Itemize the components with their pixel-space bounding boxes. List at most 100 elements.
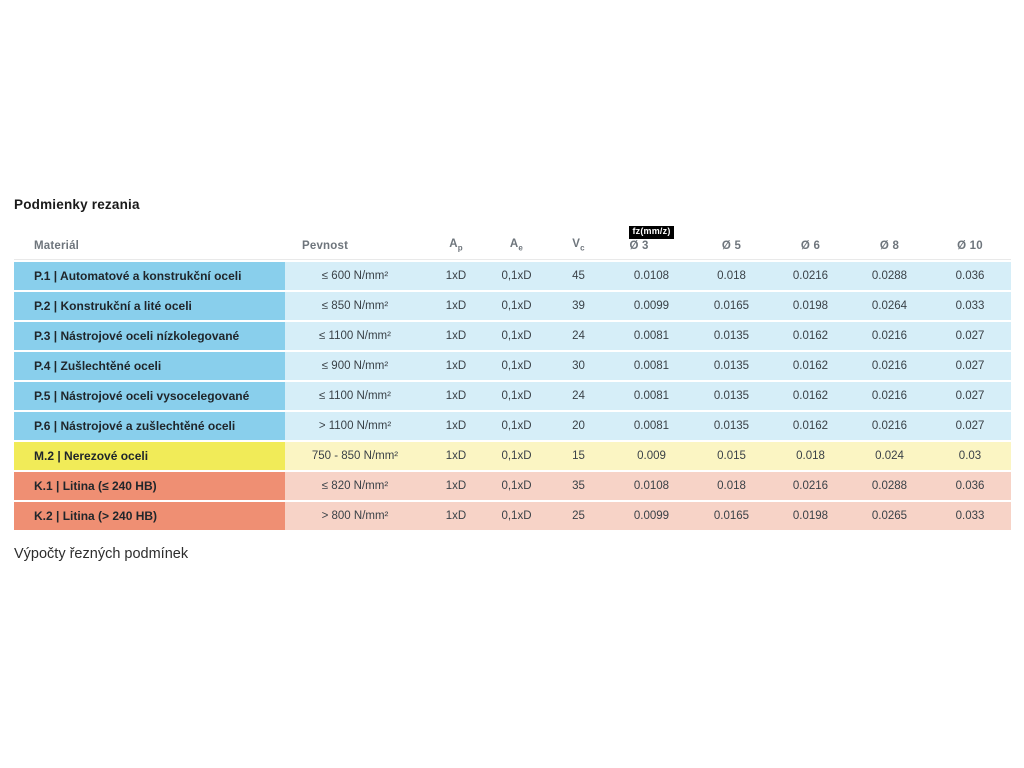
fz-d10-cell: 0.027 [929,322,1011,350]
fz-d10-cell: 0.033 [929,292,1011,320]
fz-d3-cell: 0.0081 [611,322,692,350]
pevnost-cell: > 1100 N/mm² [285,412,425,440]
material-cell: M.2 | Nerezové oceli [14,442,285,470]
ae-cell: 0,1xD [487,502,546,530]
ap-cell: 1xD [425,292,487,320]
fz-d10-cell: 0.027 [929,382,1011,410]
material-cell: P.2 | Konstrukční a lité oceli [14,292,285,320]
column-header-2: Ap [425,238,487,259]
fz-d6-cell: 0.0216 [771,472,850,500]
fz-d5-cell: 0.018 [692,262,771,290]
table-row: M.2 | Nerezové oceli 750 - 850 N/mm² 1xD 0,… [14,442,1011,470]
material-cell: K.1 | Litina (≤ 240 HB) [14,472,285,500]
page-title: Podmienky rezania [14,197,140,212]
pevnost-cell: ≤ 1100 N/mm² [285,322,425,350]
ae-cell: 0,1xD [487,472,546,500]
vc-cell: 35 [546,472,611,500]
fz-d5-cell: 0.018 [692,472,771,500]
fz-d10-cell: 0.03 [929,442,1011,470]
column-header-8: Ø 8 [850,240,929,259]
table-row: P.1 | Automatové a konstrukční oceli ≤ 60… [14,262,1011,290]
table-row: P.6 | Nástrojové a zušlechtěné oceli > 11… [14,412,1011,440]
pevnost-cell: ≤ 850 N/mm² [285,292,425,320]
ap-cell: 1xD [425,352,487,380]
column-header-1: Pevnost [285,240,425,259]
fz-d6-cell: 0.0162 [771,382,850,410]
column-header-9: Ø 10 [929,240,1011,259]
fz-d8-cell: 0.0288 [850,472,929,500]
fz-d5-cell: 0.0135 [692,382,771,410]
cutting-conditions-calculations-label: Výpočty řezných podmínek [14,546,189,562]
fz-d8-cell: 0.024 [850,442,929,470]
fz-d3-cell: 0.0099 [611,502,692,530]
table-row: P.2 | Konstrukční a lité oceli ≤ 850 N/mm… [14,292,1011,320]
table-row: K.1 | Litina (≤ 240 HB) ≤ 820 N/mm² 1xD 0,1… [14,472,1011,500]
fz-d6-cell: 0.018 [771,442,850,470]
ap-cell: 1xD [425,412,487,440]
vc-cell: 24 [546,322,611,350]
column-header-label: Ae [509,237,524,252]
fz-d3-cell: 0.009 [611,442,692,470]
column-header-label: Pevnost [302,240,349,252]
ap-cell: 1xD [425,322,487,350]
fz-d5-cell: 0.0165 [692,502,771,530]
column-header-label: Vc [572,237,585,252]
table-row: P.5 | Nástrojové oceli vysocelegované ≤ 1… [14,382,1011,410]
ae-cell: 0,1xD [487,382,546,410]
fz-d6-cell: 0.0198 [771,502,850,530]
column-header-label: Ap [449,237,463,252]
material-cell: P.6 | Nástrojové a zušlechtěné oceli [14,412,285,440]
vc-cell: 45 [546,262,611,290]
material-cell: P.4 | Zušlechtěné oceli [14,352,285,380]
fz-d8-cell: 0.0216 [850,382,929,410]
ae-cell: 0,1xD [487,352,546,380]
fz-d10-cell: 0.027 [929,412,1011,440]
table-body: P.1 | Automatové a konstrukční oceli ≤ 60… [14,260,1011,530]
ae-cell: 0,1xD [487,322,546,350]
fz-d3-cell: 0.0108 [611,472,692,500]
fz-d5-cell: 0.015 [692,442,771,470]
ap-cell: 1xD [425,382,487,410]
fz-d3-cell: 0.0108 [611,262,692,290]
table-row: P.3 | Nástrojové oceli nízkolegované ≤ 11… [14,322,1011,350]
fz-d3-cell: 0.0081 [611,352,692,380]
vc-cell: 25 [546,502,611,530]
fz-d8-cell: 0.0265 [850,502,929,530]
pevnost-cell: > 800 N/mm² [285,502,425,530]
fz-d8-cell: 0.0216 [850,322,929,350]
column-header-label: Ø 3 [629,240,649,252]
fz-d3-cell: 0.0081 [611,412,692,440]
fz-d10-cell: 0.036 [929,472,1011,500]
fz-d3-cell: 0.0099 [611,292,692,320]
cutting-conditions-table: Materiál Pevnost Ap Ae Vc fz(mm/z) Ø 3 Ø 5 Ø 6 Ø … [14,224,1011,532]
pevnost-cell: ≤ 820 N/mm² [285,472,425,500]
fz-d8-cell: 0.0288 [850,262,929,290]
ae-cell: 0,1xD [487,262,546,290]
fz-d5-cell: 0.0165 [692,292,771,320]
material-cell: P.3 | Nástrojové oceli nízkolegované [14,322,285,350]
column-header-7: Ø 6 [771,240,850,259]
fz-unit-tag: fz(mm/z) [629,226,674,239]
column-header-4: Vc [546,238,611,259]
table-row: P.4 | Zušlechtěné oceli ≤ 900 N/mm² 1xD 0,1… [14,352,1011,380]
fz-d5-cell: 0.0135 [692,412,771,440]
column-header-5: fz(mm/z) Ø 3 [611,226,692,259]
pevnost-cell: ≤ 900 N/mm² [285,352,425,380]
ap-cell: 1xD [425,472,487,500]
fz-d8-cell: 0.0216 [850,352,929,380]
fz-d8-cell: 0.0264 [850,292,929,320]
fz-d10-cell: 0.036 [929,262,1011,290]
fz-d5-cell: 0.0135 [692,322,771,350]
vc-cell: 39 [546,292,611,320]
pevnost-cell: ≤ 600 N/mm² [285,262,425,290]
fz-d6-cell: 0.0162 [771,412,850,440]
vc-cell: 15 [546,442,611,470]
ap-cell: 1xD [425,502,487,530]
vc-cell: 30 [546,352,611,380]
table-header-row: Materiál Pevnost Ap Ae Vc fz(mm/z) Ø 3 Ø 5 Ø 6 Ø … [14,224,1011,260]
column-header-label: Ø 8 [879,240,900,252]
column-header-0: Materiál [14,240,285,259]
ae-cell: 0,1xD [487,442,546,470]
table-row: K.2 | Litina (> 240 HB) > 800 N/mm² 1xD 0,1… [14,502,1011,530]
ap-cell: 1xD [425,442,487,470]
